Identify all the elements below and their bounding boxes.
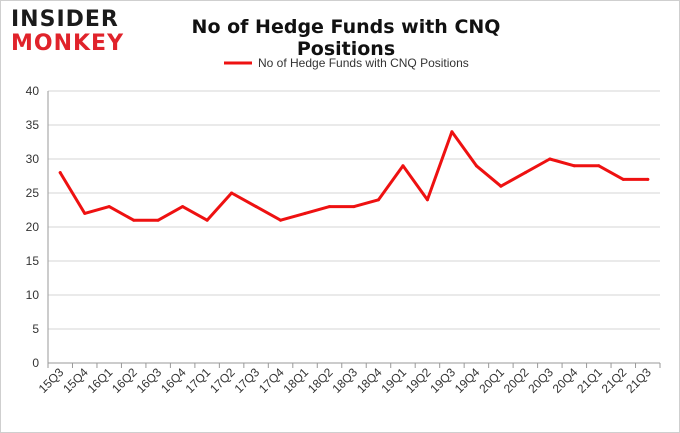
logo-line-2: MONKEY <box>11 31 125 56</box>
y-tick-label: 40 <box>26 84 40 98</box>
gridlines <box>48 90 660 330</box>
data-point <box>352 205 356 209</box>
y-tick-label: 25 <box>26 186 40 200</box>
y-tick-label: 35 <box>26 118 40 132</box>
data-point <box>328 205 332 209</box>
x-tick-label: 16Q1 <box>85 365 116 396</box>
y-tick-label: 10 <box>26 288 40 302</box>
x-tick-label: 15Q3 <box>36 365 67 396</box>
y-axis: 0 5 10 15 20 25 30 35 40 <box>26 84 49 370</box>
y-tick-label: 30 <box>26 152 40 166</box>
x-tick-label: 17Q2 <box>207 365 238 396</box>
x-tick-label: 20Q4 <box>550 365 581 396</box>
data-point <box>156 218 160 222</box>
y-tick-label: 20 <box>26 220 40 234</box>
series-layer <box>58 130 650 222</box>
data-point <box>107 205 111 209</box>
x-tick-label: 19Q2 <box>403 365 434 396</box>
data-point <box>425 198 429 202</box>
x-axis: 15Q315Q416Q116Q216Q316Q417Q117Q217Q317Q4… <box>36 362 661 396</box>
data-point <box>132 218 136 222</box>
data-point <box>401 164 405 168</box>
data-point <box>548 157 552 161</box>
y-tick-label: 5 <box>32 322 39 336</box>
data-point <box>303 211 307 215</box>
x-tick-label: 19Q1 <box>378 365 409 396</box>
data-point <box>597 164 601 168</box>
x-tick-label: 20Q1 <box>476 365 507 396</box>
data-point <box>450 130 454 134</box>
insider-monkey-logo: INSIDER MONKEY <box>11 9 129 57</box>
data-point <box>58 171 62 175</box>
data-point <box>621 177 625 181</box>
x-tick-label: 18Q3 <box>329 365 360 396</box>
x-tick-label: 19Q4 <box>452 365 483 396</box>
x-tick-label: 21Q1 <box>574 365 605 396</box>
x-tick-label: 21Q3 <box>623 365 654 396</box>
x-tick-label: 21Q2 <box>599 365 630 396</box>
x-tick-label: 17Q1 <box>183 365 214 396</box>
logo-line-1: INSIDER <box>11 7 119 32</box>
y-tick-label: 0 <box>32 356 39 370</box>
x-tick-label: 15Q4 <box>60 365 91 396</box>
x-tick-label: 17Q4 <box>256 365 287 396</box>
data-point <box>230 191 234 195</box>
x-tick-label: 19Q3 <box>427 365 458 396</box>
data-point <box>376 198 380 202</box>
legend-label: No of Hedge Funds with CNQ Positions <box>258 56 469 70</box>
legend: No of Hedge Funds with CNQ Positions <box>224 56 469 70</box>
chart-title: No of Hedge Funds with CNQ Positions <box>191 16 501 60</box>
data-point <box>83 211 87 215</box>
x-tick-label: 18Q2 <box>305 365 336 396</box>
data-point <box>254 205 258 209</box>
data-point <box>572 164 576 168</box>
x-tick-label: 16Q3 <box>134 365 165 396</box>
data-point <box>181 205 185 209</box>
y-tick-label: 15 <box>26 254 40 268</box>
x-tick-label: 18Q4 <box>354 365 385 396</box>
data-point <box>279 218 283 222</box>
x-tick-label: 18Q1 <box>281 365 312 396</box>
data-point <box>205 218 209 222</box>
x-tick-label: 20Q2 <box>501 365 532 396</box>
data-point <box>523 171 527 175</box>
data-point <box>499 184 503 188</box>
data-point <box>646 177 650 181</box>
x-tick-label: 16Q2 <box>109 365 140 396</box>
x-tick-label: 16Q4 <box>158 365 189 396</box>
x-tick-label: 20Q3 <box>525 365 556 396</box>
data-point <box>474 164 478 168</box>
x-tick-label: 17Q3 <box>232 365 263 396</box>
